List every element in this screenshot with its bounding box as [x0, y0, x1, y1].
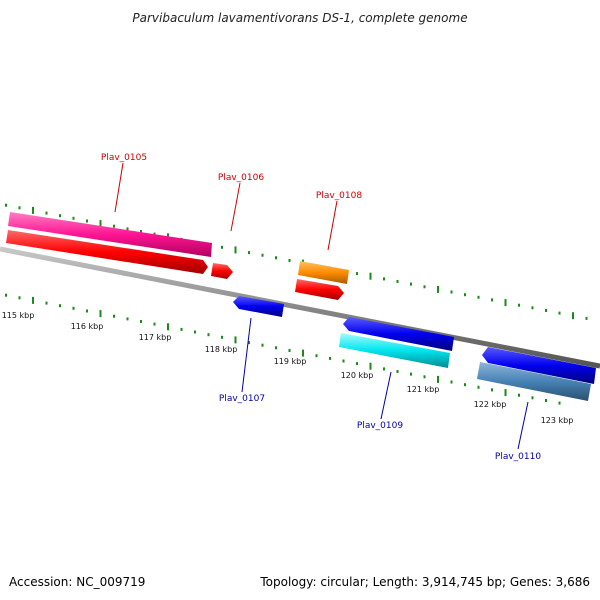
gene-feature-plav-0108-orange[interactable] [298, 261, 349, 284]
leader-line-plav-0110 [517, 401, 529, 450]
gene-feature-plav-0105-magenta[interactable] [8, 212, 212, 257]
gene-label-plav-0109[interactable]: Plav_0109 [357, 421, 403, 431]
gene-feature-plav-0106-red[interactable] [211, 263, 233, 279]
leader-line-plav-0105 [114, 162, 124, 213]
gene-feature-plav-0109-cyan[interactable] [339, 333, 450, 368]
gene-feature-plav-0110-blue[interactable] [482, 347, 596, 384]
map-title: Parvibaculum lavamentivorans DS-1, compl… [132, 11, 467, 25]
gene-label-plav-0106[interactable]: Plav_0106 [218, 173, 264, 183]
gene-feature-plav-0109-blue[interactable] [343, 317, 454, 351]
gene-feature-plav-0105-red[interactable] [6, 230, 208, 274]
gene-feature-plav-0107-blue[interactable] [233, 296, 284, 317]
tick-label: 115 kbp [2, 311, 35, 320]
lower-tick-row [5, 293, 561, 405]
tick-labels: 115 kbp 116 kbp 117 kbp 118 kbp 119 kbp 120 k… [2, 311, 574, 425]
tick-label: 119 kbp [274, 357, 307, 366]
tick-label: 117 kbp [139, 333, 172, 342]
tick-label: 116 kbp [71, 322, 104, 331]
gene-label-plav-0107[interactable]: Plav_0107 [219, 394, 265, 404]
genome-summary-text: Topology: circular; Length: 3,914,745 bp… [259, 575, 590, 589]
tick-label: 122 kbp [474, 400, 507, 409]
leader-line-plav-0109 [380, 371, 392, 420]
leader-line-plav-0107 [241, 317, 252, 393]
upper-tick-row [5, 203, 588, 320]
gene-feature-plav-0108-red[interactable] [295, 279, 344, 300]
accession-text: Accession: NC_009719 [9, 575, 145, 589]
genome-backbone [0, 246, 600, 369]
gene-label-plav-0108[interactable]: Plav_0108 [316, 191, 362, 201]
gene-labels: Plav_0105 Plav_0106 Plav_0107 Plav_0108 … [101, 153, 541, 462]
gene-features [6, 212, 596, 401]
tick-label: 123 kbp [541, 416, 574, 425]
gene-label-plav-0110[interactable]: Plav_0110 [495, 452, 541, 462]
gene-label-plav-0105[interactable]: Plav_0105 [101, 153, 147, 163]
leader-line-plav-0108 [327, 200, 338, 251]
tick-label: 121 kbp [407, 385, 440, 394]
tick-label: 120 kbp [341, 371, 374, 380]
tick-label: 118 kbp [205, 345, 238, 354]
gene-feature-plav-0110-steelblue[interactable] [477, 362, 591, 401]
leader-line-plav-0106 [230, 182, 241, 232]
gene-leader-lines [114, 162, 529, 450]
